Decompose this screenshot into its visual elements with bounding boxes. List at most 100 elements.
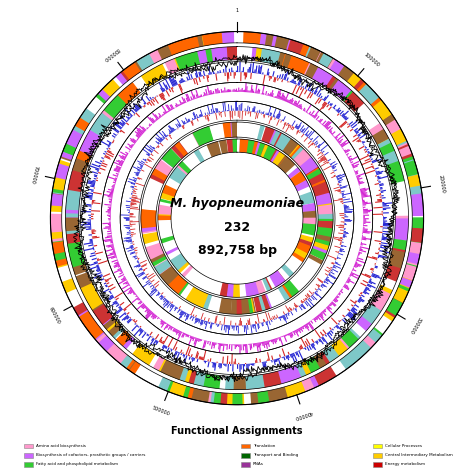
Polygon shape (294, 352, 295, 353)
Polygon shape (320, 331, 324, 337)
Polygon shape (93, 249, 94, 250)
Polygon shape (137, 262, 139, 263)
Polygon shape (271, 339, 273, 342)
Polygon shape (293, 331, 296, 335)
Polygon shape (166, 323, 167, 324)
Polygon shape (235, 298, 253, 314)
Polygon shape (308, 130, 315, 138)
Polygon shape (340, 139, 348, 146)
Polygon shape (254, 324, 255, 326)
Polygon shape (262, 112, 263, 114)
Polygon shape (92, 246, 94, 248)
Polygon shape (363, 232, 370, 234)
Polygon shape (163, 114, 164, 115)
Polygon shape (183, 386, 212, 403)
Polygon shape (294, 303, 297, 308)
Polygon shape (131, 199, 136, 201)
Polygon shape (244, 90, 245, 92)
Polygon shape (301, 223, 316, 236)
Polygon shape (136, 323, 137, 325)
Polygon shape (104, 157, 105, 158)
Polygon shape (132, 195, 137, 197)
Polygon shape (144, 146, 152, 153)
Polygon shape (283, 97, 286, 101)
Polygon shape (319, 314, 325, 321)
Polygon shape (264, 114, 265, 118)
Polygon shape (355, 304, 359, 308)
Polygon shape (221, 89, 222, 93)
Polygon shape (281, 357, 282, 358)
Polygon shape (339, 225, 344, 226)
Polygon shape (108, 150, 112, 153)
Polygon shape (161, 154, 176, 168)
Polygon shape (130, 245, 133, 246)
Polygon shape (283, 116, 286, 121)
Polygon shape (194, 317, 195, 318)
Polygon shape (308, 142, 314, 148)
Polygon shape (354, 264, 358, 267)
Polygon shape (52, 239, 68, 267)
Polygon shape (202, 357, 204, 360)
Polygon shape (207, 341, 209, 344)
Polygon shape (160, 137, 164, 140)
Polygon shape (179, 310, 181, 311)
Polygon shape (335, 109, 336, 110)
Polygon shape (131, 144, 134, 146)
Polygon shape (265, 34, 283, 48)
Polygon shape (316, 316, 319, 319)
Polygon shape (113, 182, 116, 183)
Polygon shape (303, 325, 305, 328)
Polygon shape (367, 256, 377, 260)
Polygon shape (165, 104, 170, 111)
Polygon shape (216, 89, 218, 93)
Polygon shape (238, 345, 239, 347)
Polygon shape (357, 300, 360, 303)
Polygon shape (118, 279, 127, 284)
Polygon shape (227, 73, 228, 82)
Polygon shape (340, 115, 341, 116)
Polygon shape (148, 149, 153, 152)
Polygon shape (261, 294, 270, 310)
Polygon shape (116, 167, 121, 170)
Polygon shape (197, 50, 208, 64)
Polygon shape (119, 307, 121, 309)
Polygon shape (306, 105, 311, 113)
Polygon shape (130, 203, 137, 205)
Polygon shape (108, 224, 111, 225)
Polygon shape (220, 112, 222, 117)
Polygon shape (109, 201, 112, 202)
Polygon shape (163, 301, 169, 308)
Polygon shape (340, 237, 343, 238)
Polygon shape (245, 344, 247, 354)
Polygon shape (343, 318, 344, 319)
Polygon shape (201, 75, 203, 76)
Polygon shape (112, 251, 115, 253)
Polygon shape (95, 116, 110, 129)
Polygon shape (346, 314, 354, 320)
Polygon shape (397, 263, 418, 295)
Polygon shape (83, 318, 114, 352)
Polygon shape (236, 345, 237, 347)
Polygon shape (240, 72, 242, 81)
Polygon shape (181, 78, 183, 83)
Polygon shape (109, 219, 111, 220)
Polygon shape (363, 144, 364, 145)
Polygon shape (335, 109, 337, 111)
Polygon shape (234, 89, 235, 92)
Polygon shape (332, 328, 334, 330)
Polygon shape (266, 114, 267, 115)
Polygon shape (299, 306, 302, 310)
Polygon shape (103, 227, 111, 229)
Polygon shape (175, 107, 176, 108)
Polygon shape (243, 32, 276, 47)
Polygon shape (377, 200, 382, 201)
Polygon shape (346, 155, 348, 156)
Polygon shape (380, 187, 383, 189)
Polygon shape (121, 315, 128, 321)
Polygon shape (142, 276, 147, 279)
Polygon shape (310, 110, 315, 116)
Polygon shape (337, 177, 338, 179)
Polygon shape (113, 308, 122, 315)
Polygon shape (269, 365, 301, 386)
Polygon shape (150, 338, 155, 345)
